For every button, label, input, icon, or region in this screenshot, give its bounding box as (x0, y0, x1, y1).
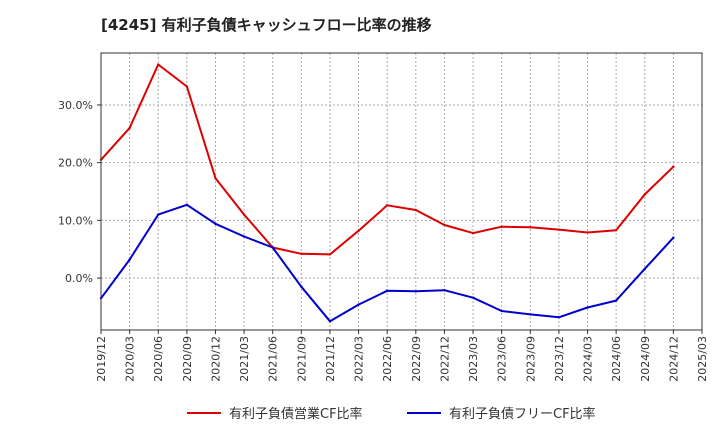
legend: 有利子負債営業CF比率 有利子負債フリーCF比率 (0, 403, 720, 427)
x-tick-label: 2022/03 (353, 336, 366, 382)
data-point-1 (414, 290, 418, 293)
x-tick-label: 2020/12 (209, 336, 222, 382)
data-point-1 (643, 267, 646, 271)
data-point-0 (672, 165, 675, 168)
data-point-1 (557, 316, 561, 319)
data-point-1 (500, 309, 503, 313)
x-tick-label: 2024/03 (582, 336, 595, 382)
data-point-0 (157, 63, 160, 66)
data-point-1 (471, 296, 475, 299)
data-point-0 (214, 177, 217, 180)
data-point-1 (185, 203, 189, 206)
x-tick-label: 2024/09 (639, 336, 652, 382)
x-tick-label: 2021/09 (295, 336, 308, 382)
data-point-0 (357, 229, 360, 232)
x-tick-label: 2024/06 (610, 336, 623, 382)
data-point-0 (128, 126, 131, 130)
legend-label-free-cf: 有利子負債フリーCF比率 (449, 407, 596, 422)
y-tick-label: 20.0% (58, 157, 93, 170)
x-tick-label: 2022/09 (410, 336, 423, 382)
data-point-1 (300, 285, 303, 288)
chart-plot: 0.0% 10.0% 20.0% 30.0% 2019/12 2020/03 2020/0… (58, 52, 709, 382)
legend-item-free-cf: 有利子負債フリーCF比率 (407, 403, 596, 422)
plot-area (101, 53, 702, 330)
data-point-1 (614, 299, 618, 302)
series-lines (99, 63, 675, 323)
data-point-1 (242, 235, 246, 238)
x-tick-label: 2022/12 (438, 336, 451, 382)
x-tick-label: 2024/12 (667, 336, 680, 382)
data-point-0 (385, 204, 389, 207)
x-tick-label: 2021/06 (267, 336, 280, 382)
data-point-1 (529, 313, 532, 316)
x-tick-label: 2020/09 (181, 336, 194, 382)
data-point-0 (586, 231, 589, 234)
data-point-1 (443, 288, 446, 292)
data-point-1 (157, 213, 160, 216)
data-point-1 (357, 303, 360, 306)
y-tick-label: 0.0% (65, 272, 93, 285)
legend-swatch-free-cf (407, 411, 441, 414)
plot-frame (100, 52, 703, 331)
data-point-1 (586, 306, 589, 309)
data-point-0 (500, 225, 503, 228)
data-point-1 (385, 289, 389, 292)
data-point-0 (614, 228, 618, 232)
x-tick-label: 2023/12 (553, 336, 566, 382)
data-point-1 (128, 258, 131, 261)
x-tick-label: 2022/06 (381, 336, 394, 382)
data-point-0 (529, 226, 532, 229)
data-point-0 (185, 85, 189, 88)
data-point-0 (443, 223, 446, 227)
chart-title: [4245] 有利子負債キャッシュフロー比率の推移 (101, 16, 432, 34)
x-tick-label: 2023/03 (467, 336, 480, 382)
x-tick-label: 2021/12 (324, 336, 337, 382)
data-point-0 (471, 231, 475, 235)
x-axis: 2019/12 2020/03 2020/06 2020/09 2020/12 2021/… (95, 330, 709, 382)
data-point-1 (328, 320, 332, 323)
data-point-0 (643, 193, 646, 196)
data-point-1 (672, 236, 675, 239)
legend-swatch-operating-cf (187, 411, 221, 414)
x-tick-label: 2019/12 (95, 336, 108, 382)
legend-label-operating-cf: 有利子負債営業CF比率 (229, 407, 363, 422)
data-point-0 (557, 228, 561, 231)
x-tick-label: 2021/03 (238, 336, 251, 382)
data-point-0 (328, 253, 332, 256)
y-tick-label: 10.0% (58, 214, 93, 227)
x-tick-label: 2020/03 (124, 336, 137, 382)
x-tick-label: 2025/03 (696, 336, 709, 382)
data-point-0 (242, 213, 246, 216)
y-tick-label: 30.0% (58, 99, 93, 112)
x-tick-label: 2020/06 (152, 336, 165, 382)
x-tick-label: 2023/06 (496, 336, 509, 382)
data-point-0 (414, 208, 418, 212)
data-point-0 (300, 252, 303, 256)
y-axis: 0.0% 10.0% 20.0% 30.0% (58, 99, 101, 285)
legend-item-operating-cf: 有利子負債営業CF比率 (187, 403, 363, 422)
data-point-1 (271, 246, 274, 249)
x-tick-label: 2023/09 (524, 336, 537, 382)
grid-lines (101, 53, 702, 330)
data-point-1 (214, 222, 217, 226)
